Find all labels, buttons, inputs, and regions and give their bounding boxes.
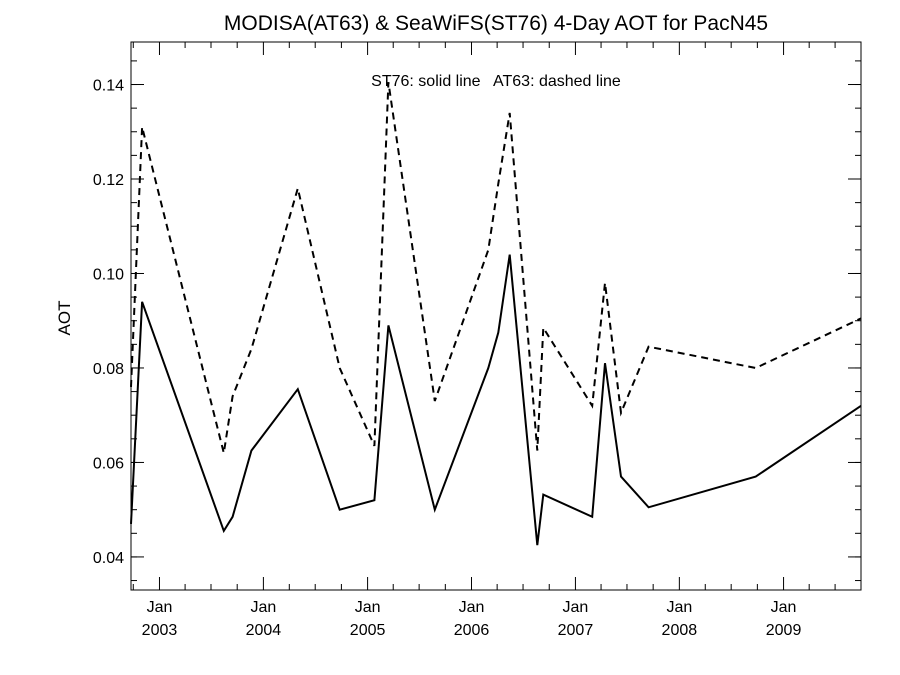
x-tick-label-month: Jan — [563, 599, 589, 616]
y-tick-label: 0.08 — [93, 361, 124, 378]
x-tick-label-year: 2006 — [454, 622, 490, 639]
x-tick-label-month: Jan — [771, 599, 797, 616]
y-axis-label: AOT — [55, 301, 74, 336]
series-line-st76 — [130, 254, 862, 546]
plot-frame — [130, 41, 862, 591]
y-tick-label: 0.04 — [93, 550, 124, 567]
x-tick-label-month: Jan — [250, 599, 276, 616]
x-tick-label-year: 2005 — [350, 622, 386, 639]
x-tick-label-month: Jan — [459, 599, 485, 616]
plot-lines — [130, 82, 862, 546]
x-tick-label-year: 2009 — [766, 622, 802, 639]
y-tick-label: 0.14 — [93, 78, 124, 95]
series-legend-annotation: ST76: solid line AT63: dashed line — [371, 73, 621, 90]
x-tick-label-month: Jan — [147, 599, 173, 616]
x-tick-label-year: 2004 — [246, 622, 282, 639]
chart-title: MODISA(AT63) & SeaWiFS(ST76) 4-Day AOT f… — [224, 12, 768, 35]
x-tick-label-month: Jan — [666, 599, 692, 616]
series-line-at63 — [130, 82, 862, 454]
x-tick-label-year: 2007 — [558, 622, 594, 639]
x-tick-label-year: 2008 — [662, 622, 698, 639]
y-tick-label: 0.06 — [93, 455, 124, 472]
y-tick-label: 0.10 — [93, 266, 124, 283]
x-tick-label-month: Jan — [355, 599, 381, 616]
y-tick-label: 0.12 — [93, 172, 124, 189]
axes: 0.04 0.06 0.08 0.10 0.12 0.14 Jan 2003 Jan 2004 Ja… — [93, 41, 862, 639]
x-tick-label-year: 2003 — [142, 622, 178, 639]
